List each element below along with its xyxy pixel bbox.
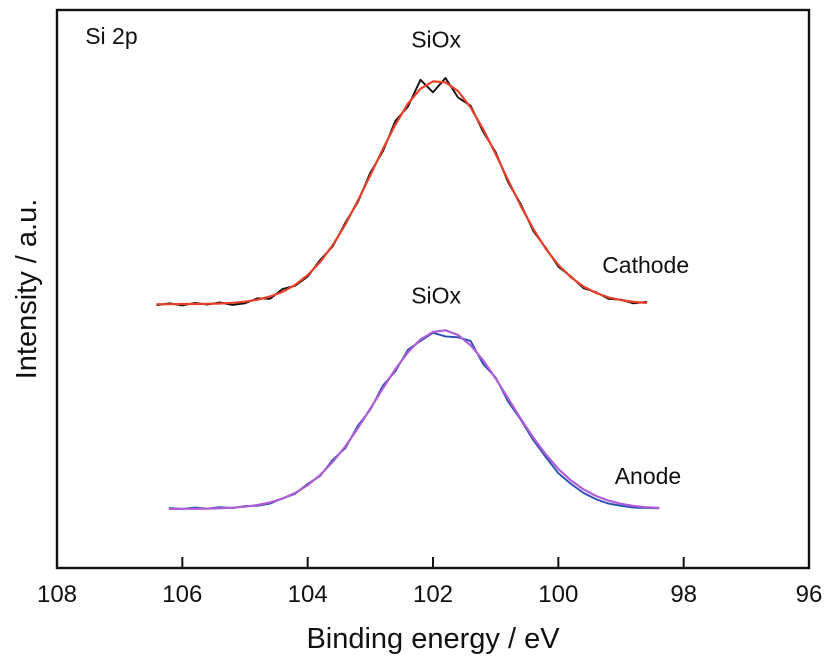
x-tick-label: 104 — [288, 581, 328, 608]
annotation-siox: SiOx — [411, 282, 461, 308]
annotations: Si 2p SiOx Cathode SiOx Anode — [85, 23, 689, 489]
x-tick-label: 96 — [796, 581, 823, 608]
x-axis-ticks: 108 106 104 102 100 98 96 — [37, 557, 822, 608]
x-tick-label: 106 — [162, 581, 202, 608]
x-tick-label: 108 — [37, 581, 77, 608]
annotation-si-2p: Si 2p — [85, 23, 137, 49]
x-tick-label: 100 — [538, 581, 578, 608]
series-cathode-fit — [156, 80, 648, 306]
x-axis-title: Binding energy / eV — [306, 623, 560, 655]
annotation-anode: Anode — [615, 463, 682, 489]
x-tick-label: 98 — [670, 581, 697, 608]
y-axis-title: Intensity / a.u. — [11, 199, 43, 380]
annotation-siox: SiOx — [411, 27, 461, 53]
annotation-cathode: Cathode — [602, 252, 689, 278]
series-layer — [156, 77, 660, 511]
x-tick-label: 102 — [413, 581, 453, 608]
series-anode-measured — [168, 331, 660, 510]
series-anode-fit — [168, 329, 660, 511]
